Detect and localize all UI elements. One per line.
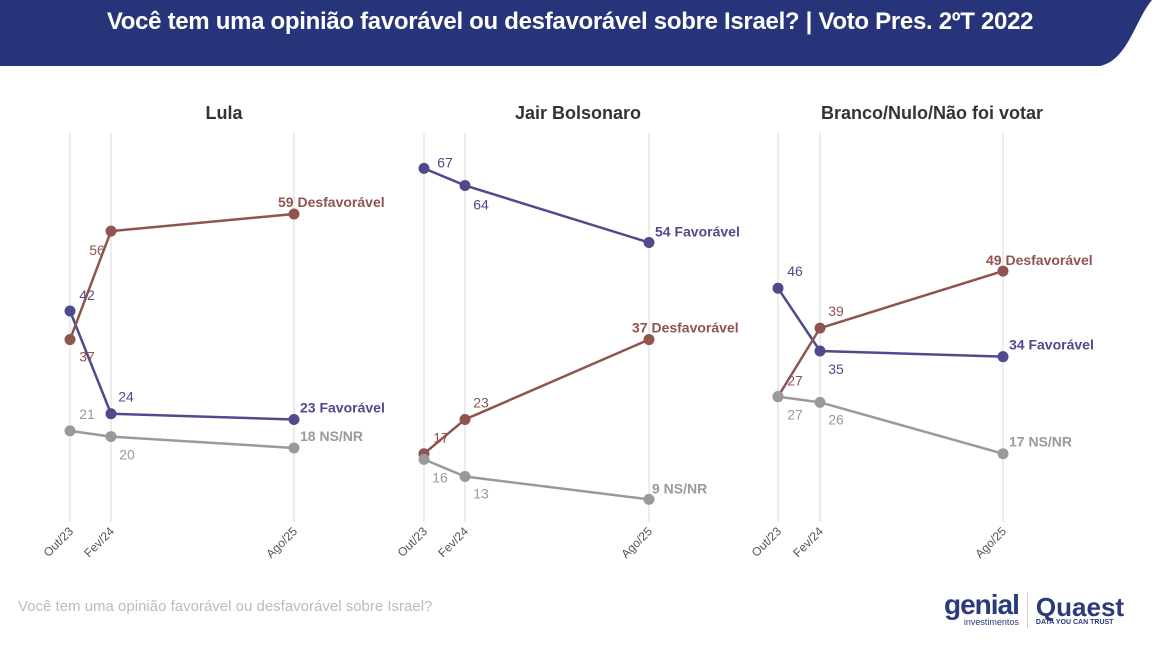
- series-line-desfavorável: [423, 338, 650, 455]
- end-label: 37 Desfavorável: [632, 320, 739, 336]
- x-tick-label: Fev/24: [790, 524, 826, 560]
- panel-title: Lula: [205, 103, 243, 123]
- end-label: 54 Favorável: [655, 224, 740, 240]
- data-point: [814, 322, 826, 334]
- x-tick-label: Ago/25: [618, 524, 655, 561]
- data-point: [105, 431, 117, 443]
- series-line-favorável: [776, 287, 1004, 358]
- end-label: 17 NS/NR: [1009, 434, 1072, 450]
- data-label: 27: [787, 407, 803, 423]
- series-line-nsnr: [69, 429, 295, 450]
- data-label: 16: [432, 469, 448, 485]
- series-line-favorável: [68, 310, 295, 421]
- genial-logo: genial investimentos: [944, 589, 1020, 628]
- data-point: [459, 471, 471, 483]
- quaest-logo: Quaest DATA YOU CAN TRUST: [1035, 591, 1125, 626]
- data-point: [814, 345, 826, 357]
- data-point: [997, 448, 1009, 460]
- data-point: [105, 225, 117, 237]
- data-label: 39: [828, 303, 844, 319]
- data-point: [459, 179, 471, 191]
- data-point: [288, 208, 300, 220]
- data-label: 46: [787, 263, 803, 279]
- data-label: 17: [433, 430, 449, 446]
- data-point: [288, 413, 300, 425]
- data-label: 35: [828, 361, 844, 377]
- data-point: [643, 237, 655, 249]
- logo-divider: [1026, 592, 1028, 628]
- data-point: [772, 391, 784, 403]
- series-line-desfavorável: [68, 212, 295, 340]
- footnote: Você tem uma opinião favorável ou desfav…: [18, 598, 433, 615]
- data-point: [64, 425, 76, 437]
- x-tick-label: Out/23: [749, 524, 785, 560]
- x-tick-label: Fev/24: [435, 524, 471, 560]
- logos: genial investimentos Quaest DATA YOU CAN T…: [944, 589, 1125, 628]
- data-label: 24: [118, 389, 134, 405]
- data-point: [997, 351, 1009, 363]
- end-label: 9 NS/NR: [652, 480, 707, 496]
- data-point: [643, 493, 655, 505]
- data-point: [459, 413, 471, 425]
- x-tick-label: Ago/25: [972, 524, 1009, 561]
- x-tick-label: Fev/24: [81, 524, 117, 560]
- panel-title: Branco/Nulo/Não foi votar: [821, 103, 1043, 123]
- x-tick-label: Out/23: [395, 524, 431, 560]
- data-point: [418, 162, 430, 174]
- series-line-favorável: [423, 167, 650, 244]
- series-line-desfavorável: [776, 269, 1004, 398]
- data-label: 37: [79, 349, 95, 365]
- end-label: 59 Desfavorável: [278, 194, 385, 210]
- data-point: [418, 453, 430, 465]
- data-point: [288, 442, 300, 454]
- data-label: 27: [787, 373, 803, 389]
- data-point: [64, 334, 76, 346]
- data-point: [643, 334, 655, 346]
- data-label: 23: [473, 394, 489, 410]
- data-label: 20: [119, 447, 135, 463]
- data-point: [105, 408, 117, 420]
- series-line-nsnr: [777, 395, 1004, 455]
- end-label: 23 Favorável: [300, 399, 385, 415]
- x-tick-label: Ago/25: [263, 524, 300, 561]
- page-title: Você tem uma opinião favorável ou desfav…: [106, 8, 1034, 35]
- data-label: 13: [473, 486, 489, 502]
- end-label: 18 NS/NR: [300, 428, 363, 444]
- data-point: [64, 305, 76, 317]
- x-tick-label: Out/23: [41, 524, 77, 560]
- header-banner: [0, 0, 1152, 66]
- end-label: 49 Desfavorável: [986, 252, 1093, 268]
- data-label: 56: [89, 242, 105, 258]
- series-line-nsnr: [423, 458, 650, 501]
- data-label: 67: [437, 154, 453, 170]
- panel-title: Jair Bolsonaro: [515, 103, 641, 123]
- data-label: 64: [473, 196, 489, 212]
- end-label: 34 Favorável: [1009, 337, 1094, 353]
- data-point: [814, 396, 826, 408]
- data-point: [772, 282, 784, 294]
- data-label: 26: [828, 411, 844, 427]
- data-point: [997, 265, 1009, 277]
- data-label: 21: [79, 406, 95, 422]
